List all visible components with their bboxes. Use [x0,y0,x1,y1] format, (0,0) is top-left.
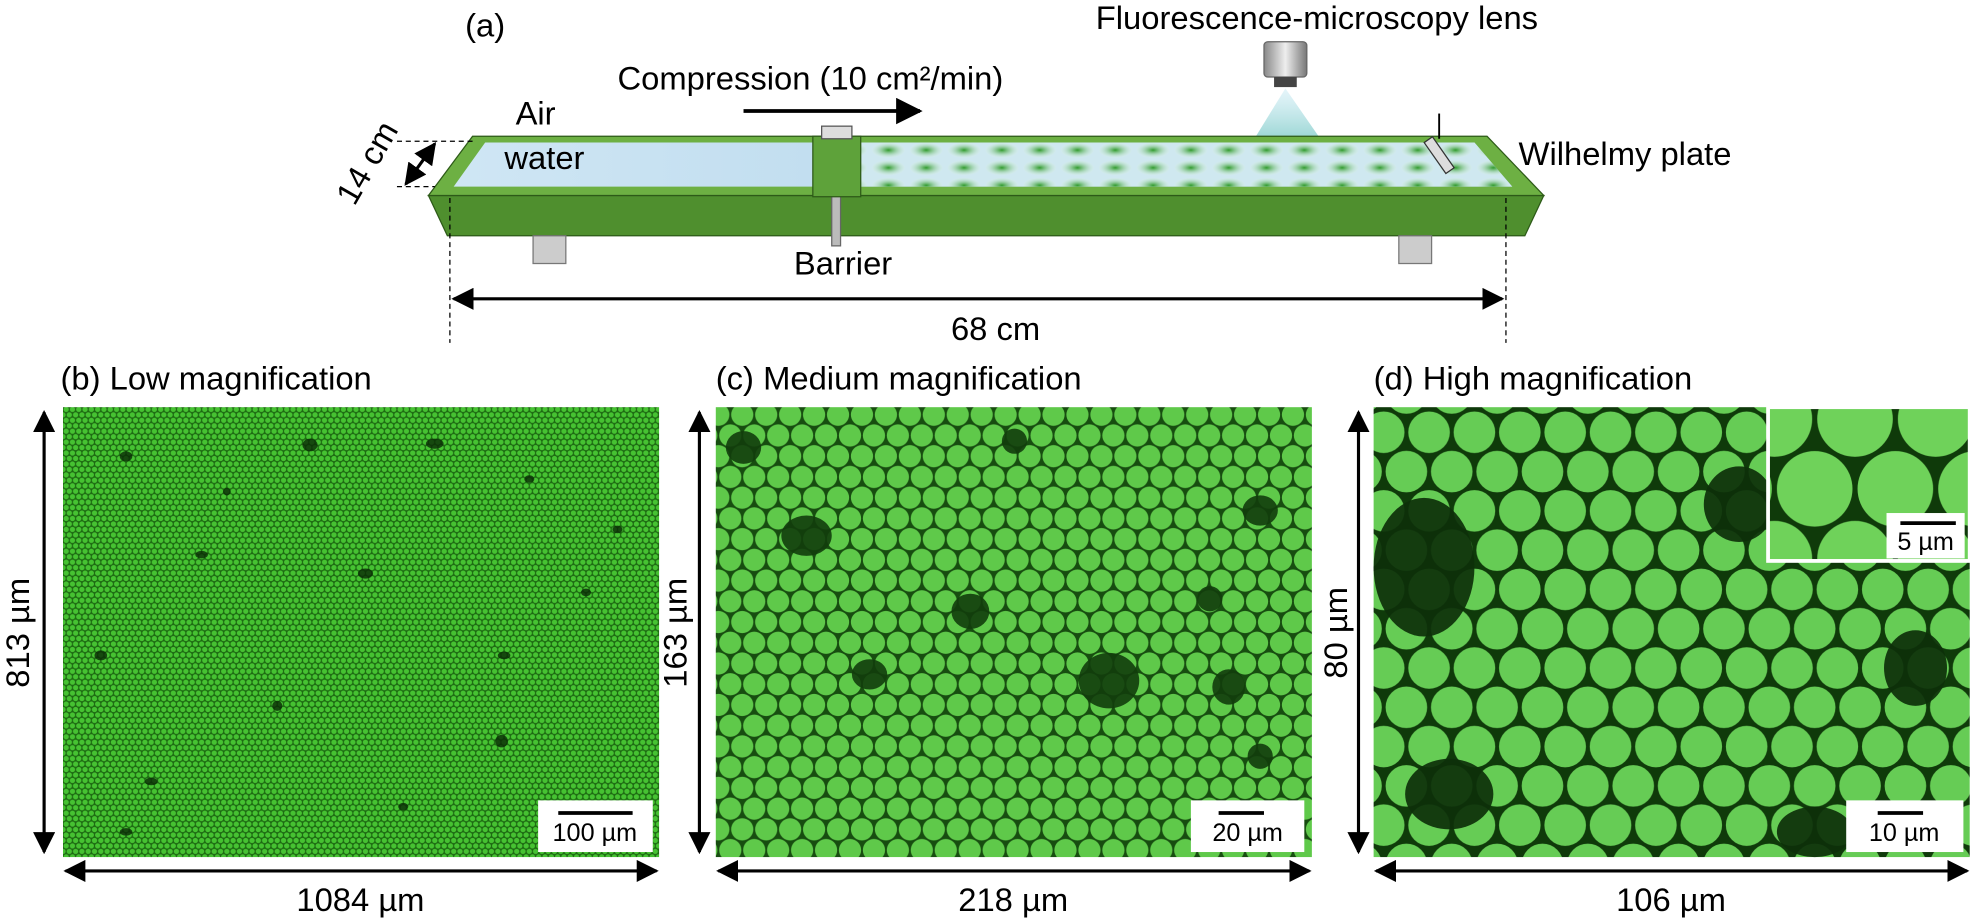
shape [119,451,133,462]
panel-label: (a) [465,7,505,44]
micrograph [63,407,660,858]
shape [1776,806,1853,858]
defects [1373,466,1948,858]
panel-label: (b) Low magnification [60,359,371,396]
trough-foot [1398,235,1433,265]
shape [398,802,409,811]
panel-title: High magnification [1423,359,1692,396]
barrier-label: Barrier [794,245,892,282]
shape [1247,743,1273,769]
panel-title: Low magnification [110,359,372,396]
scale-label: 5 µm [1897,528,1954,556]
lens-body [1263,41,1308,78]
air-label: Air [516,95,556,132]
barrier-stem [831,188,842,247]
height-label: 163 µm [657,578,694,688]
panel-label: (c) [716,359,754,396]
width-arrow [404,142,437,186]
shape [725,431,762,464]
shape [1001,428,1028,454]
width-label: 218 µm [958,881,1068,918]
micrograph [715,407,1312,858]
shape [1703,466,1775,543]
monolayer [860,142,1513,187]
shape [94,650,108,661]
wilhelmy-plate [1423,135,1456,175]
lens-label: Fluorescence-microscopy lens [1096,0,1538,36]
shape [612,525,623,534]
shape [357,568,374,579]
panel-label: (b) [60,359,100,396]
shape [851,659,888,690]
shape [223,487,231,496]
shape [1373,497,1475,637]
scale-box [1190,800,1305,853]
shape [272,700,283,711]
plate-label: Wilhelmy plate [1519,135,1732,172]
height-label: 80 µm [1317,587,1354,679]
shape [497,651,511,660]
shape [580,588,592,597]
barrier [812,135,862,198]
lens-tip [1274,77,1297,88]
defects [94,438,623,836]
shape [1078,652,1140,709]
shape [1242,495,1278,526]
scale-box [538,800,653,853]
shape [1197,586,1223,612]
shape [425,438,444,449]
scale-label: 10 µm [1869,819,1940,847]
shape [951,593,990,629]
height-label: 813 µm [0,578,36,688]
barrier-clamp [821,125,853,140]
defects [725,428,1278,769]
length-label: 68 cm [951,310,1040,347]
shape [495,734,508,748]
panel-label: (c) Medium magnification [716,359,1082,396]
shape [1212,669,1246,705]
panel-label: (d) [1374,359,1414,396]
trough-foot [532,235,567,265]
shape [524,475,535,483]
width-label: 106 µm [1616,881,1726,918]
width-label: 1084 µm [296,881,424,918]
shape [1884,630,1948,706]
scale-box [1846,800,1964,853]
water-label: water [503,139,584,176]
scale-box [1886,513,1965,559]
panel-title: Medium magnification [763,359,1082,396]
width-label: 14 cm [328,115,405,211]
shape [1405,758,1494,830]
shape [781,515,832,556]
scale-label: 100 µm [553,819,638,847]
scale-label: 20 µm [1212,819,1283,847]
panel-label: (d) High magnification [1374,359,1693,396]
shape [144,777,158,786]
shape [195,550,208,559]
shape [119,828,133,836]
compression-label: Compression (10 cm²/min) [618,59,1004,96]
trough-front [427,194,1545,237]
shape [302,438,318,452]
